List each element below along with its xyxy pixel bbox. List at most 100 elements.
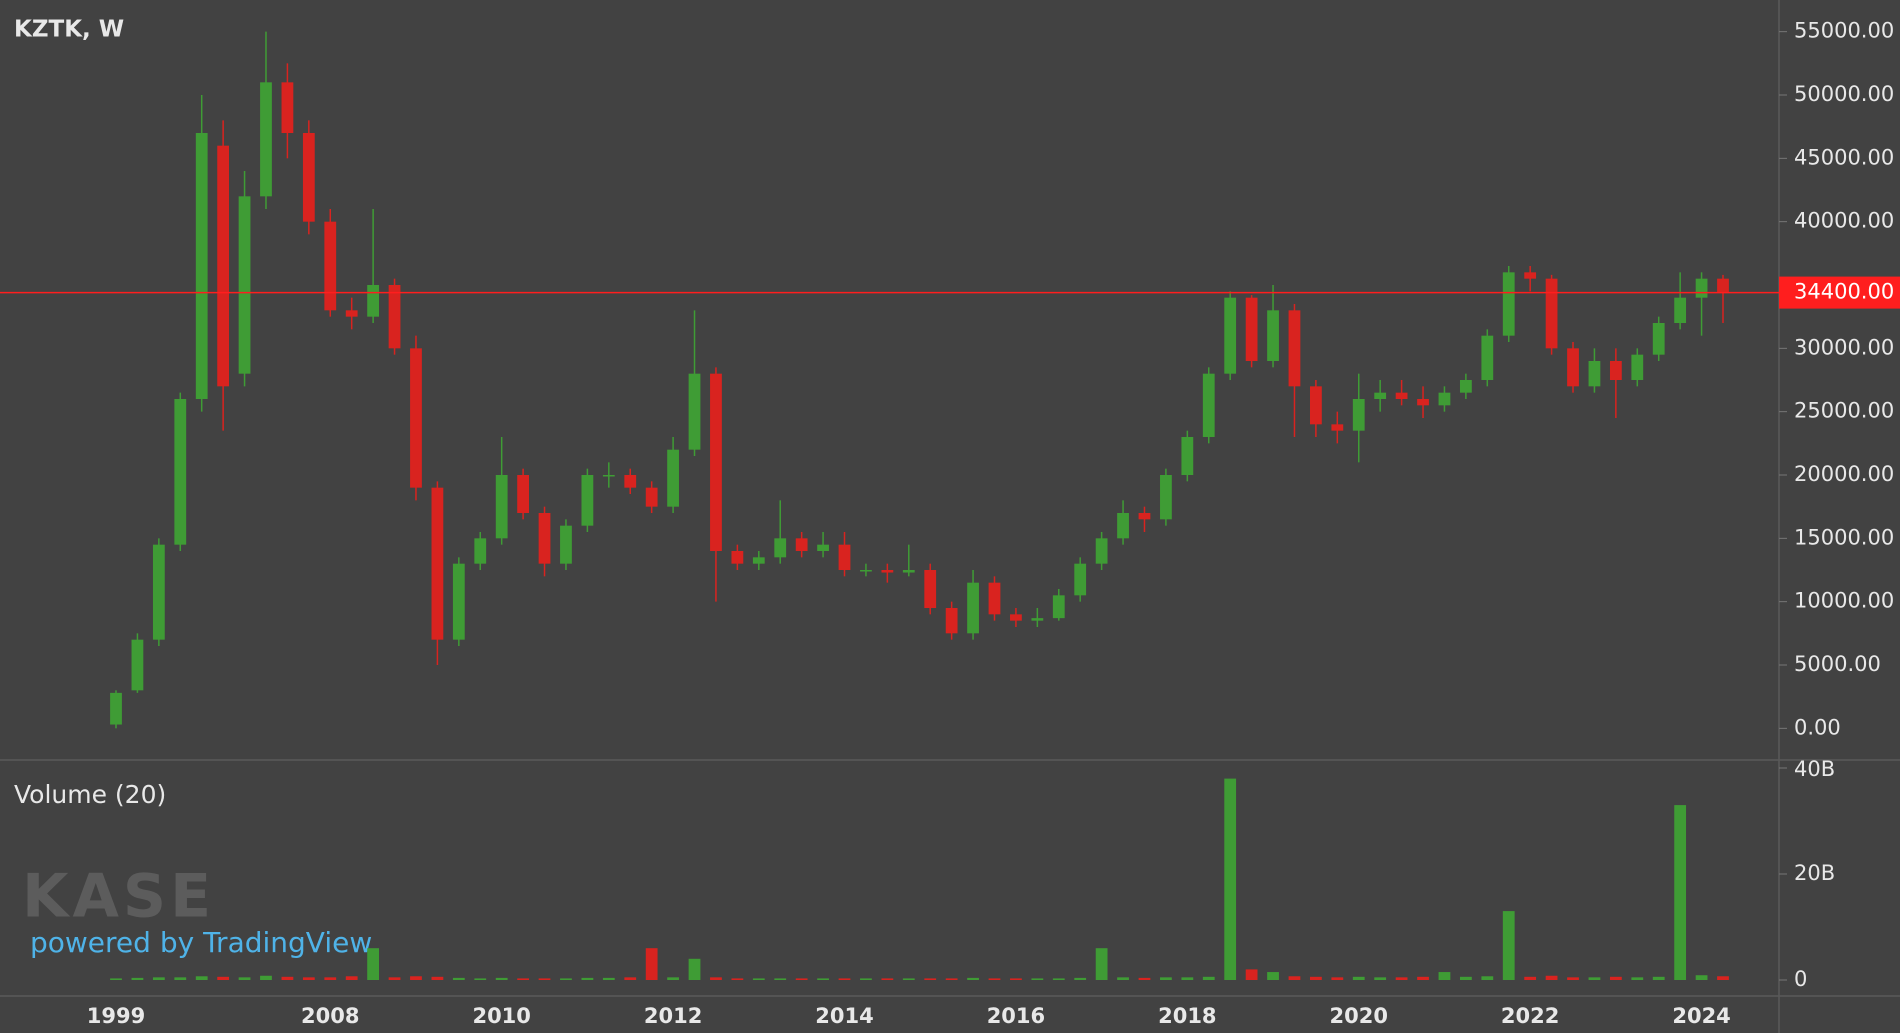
candle-body — [495, 475, 508, 539]
candle-body — [1417, 399, 1429, 406]
candle-body — [774, 538, 787, 558]
candle-body — [1545, 278, 1558, 349]
candle-body — [1395, 392, 1408, 399]
candle-body — [1031, 618, 1044, 621]
volume-bar — [302, 977, 315, 980]
candle-body — [1717, 278, 1729, 293]
candle-body — [1674, 297, 1687, 323]
volume-bar — [624, 977, 637, 980]
candle-body — [752, 557, 765, 564]
volume-bar — [1288, 976, 1301, 980]
x-tick-label: 2012 — [644, 1004, 702, 1028]
x-tick-label: 2016 — [987, 1004, 1045, 1028]
volume-bar — [388, 977, 401, 980]
candle-body — [1609, 361, 1622, 380]
candle-body — [1117, 513, 1129, 539]
candle-body — [1138, 513, 1151, 520]
candle-body — [795, 538, 808, 551]
y-tick-label: 25000.00 — [1794, 399, 1894, 423]
candle-body — [1160, 475, 1172, 520]
volume-bar — [752, 978, 765, 980]
volume-bar — [367, 948, 380, 980]
y-tick-label: 50000.00 — [1794, 82, 1894, 106]
last-price-label: 34400.00 — [1794, 280, 1894, 304]
volume-bar — [238, 977, 251, 980]
volume-bar — [1524, 976, 1537, 980]
candle-body — [195, 133, 208, 399]
candle-body — [1567, 348, 1579, 387]
watermark-logo: KASE — [22, 862, 215, 932]
volume-bar — [131, 977, 144, 980]
volume-bar — [474, 978, 487, 980]
candle-body — [174, 399, 187, 545]
candle-body — [667, 449, 679, 507]
x-tick-label: 2010 — [472, 1004, 530, 1028]
volume-bar — [1031, 978, 1044, 980]
candle-body — [881, 570, 894, 573]
volume-bar — [1202, 976, 1215, 980]
volume-bar — [1245, 969, 1258, 980]
candle-body — [1331, 424, 1344, 431]
candle-body — [731, 551, 744, 564]
volume-bar — [345, 976, 358, 980]
candle-body — [1631, 354, 1644, 380]
candle-body — [967, 582, 979, 634]
volume-bar — [1567, 977, 1579, 980]
candle-body — [624, 475, 637, 488]
candle-body — [431, 487, 444, 640]
candle-body — [131, 639, 144, 691]
x-tick-label: 2014 — [815, 1004, 873, 1028]
candle-body — [1288, 310, 1301, 387]
volume-bar — [152, 977, 165, 980]
candle-body — [988, 582, 1001, 615]
volume-bar — [1588, 977, 1601, 980]
candle-body — [152, 544, 165, 640]
x-tick-label: 1999 — [87, 1004, 145, 1028]
volume-bar — [195, 976, 208, 980]
x-tick-label: 2020 — [1330, 1004, 1388, 1028]
volume-bar — [260, 975, 272, 980]
candle-body — [517, 475, 529, 513]
y-tick-label: 10000.00 — [1794, 589, 1894, 613]
candle-body — [1588, 361, 1601, 387]
volume-bar — [1095, 948, 1108, 980]
volume-bar — [324, 977, 337, 980]
volume-bar — [967, 977, 979, 980]
volume-bar — [881, 978, 894, 980]
watermark-credit: powered by TradingView — [30, 926, 372, 959]
y-tick-label: 15000.00 — [1794, 525, 1894, 549]
volume-bar — [281, 976, 294, 980]
y-tick-label: 45000.00 — [1794, 145, 1894, 169]
candle-body — [924, 570, 937, 608]
candle-body — [238, 196, 251, 374]
candle-body — [367, 285, 380, 317]
volume-bar — [1609, 976, 1622, 980]
candle-body — [388, 285, 401, 349]
volume-bar — [1267, 972, 1279, 980]
volume-bar — [1438, 972, 1451, 980]
candle-body — [410, 348, 422, 488]
volume-bar — [517, 978, 529, 980]
candle-body — [817, 544, 829, 551]
volume-bar — [860, 978, 872, 980]
volume-bar — [1160, 977, 1172, 980]
candle-body — [1010, 614, 1022, 621]
volume-bar — [795, 978, 808, 980]
volume-bar — [645, 948, 658, 980]
volume-title: Volume (20) — [14, 780, 166, 809]
volume-bar — [1074, 977, 1087, 980]
candle-body — [1267, 310, 1279, 361]
y-tick-label: 55000.00 — [1794, 19, 1894, 43]
volume-bar — [1138, 977, 1151, 980]
volume-bar — [1417, 976, 1429, 980]
volume-bar — [774, 978, 787, 980]
candle-body — [1502, 272, 1515, 336]
volume-bar — [581, 977, 594, 980]
candle-body — [302, 133, 315, 222]
volume-tick-label: 0 — [1794, 967, 1807, 991]
candle-body — [110, 692, 122, 725]
volume-bar — [1010, 978, 1022, 980]
volume-bar — [731, 978, 744, 980]
